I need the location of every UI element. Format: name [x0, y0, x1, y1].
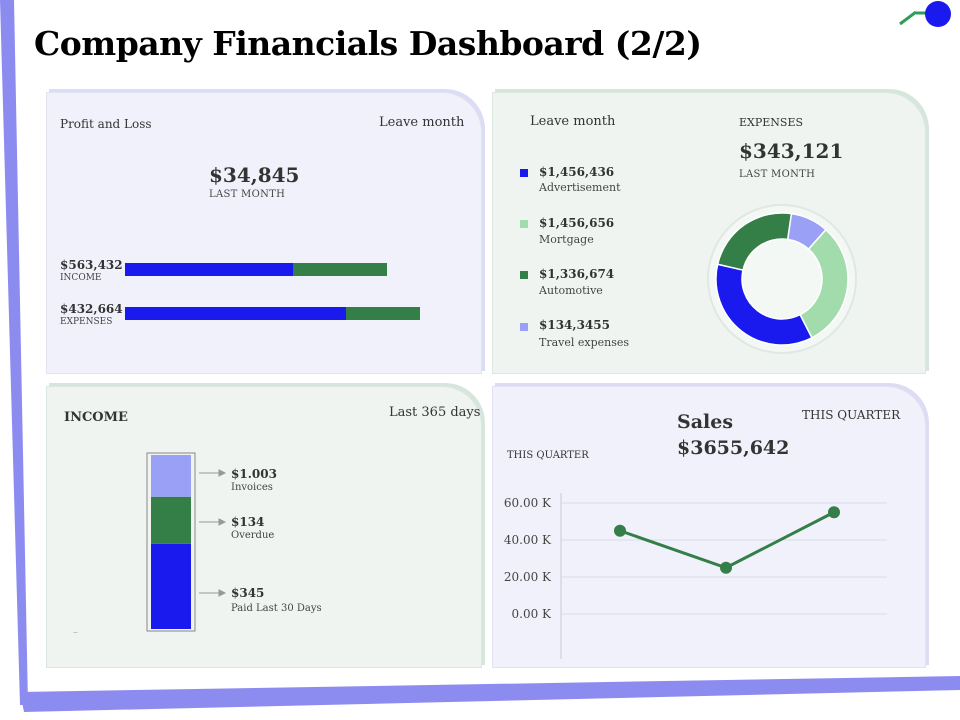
sales-point: [614, 524, 626, 537]
profit-loss-panel: Profit and Loss Leave month $34,845 LAST…: [46, 92, 482, 374]
donut-slice: [715, 263, 813, 346]
income-item-name: Invoices: [231, 482, 273, 493]
y-tick-label: 40.00 K: [504, 533, 552, 547]
expense-value: $134,3455: [539, 318, 610, 332]
sales-point: [720, 561, 732, 574]
income-bar-value: $563,432: [60, 258, 123, 272]
profit-loss-amount-caption: LAST MONTH: [209, 189, 286, 200]
expense-name: Mortgage: [539, 233, 594, 246]
expenses-period: Leave month: [530, 114, 616, 129]
sales-point: [828, 506, 840, 519]
income-bar-green: [293, 263, 387, 276]
sales-label: Sales: [677, 411, 734, 433]
expenses-amount: $343,121: [739, 139, 844, 163]
legend-swatch: [520, 271, 528, 279]
income-item-name: Paid Last 30 Days: [231, 603, 322, 614]
income-bar-blue: [125, 263, 293, 276]
expenses-amount-caption: LAST MONTH: [739, 169, 816, 180]
sales-panel: Sales $3655,642 THIS QUARTER THIS QUARTE…: [492, 386, 926, 668]
sales-period-left: THIS QUARTER: [507, 450, 589, 461]
income-item-value: $1.003: [231, 467, 277, 481]
expenses-panel: Leave month EXPENSES $343,121 LAST MONTH…: [492, 92, 926, 374]
income-item-value: $345: [231, 586, 265, 600]
y-tick-label: 60.00 K: [504, 496, 552, 510]
income-label: INCOME: [64, 410, 128, 425]
income-item-value: $134: [231, 515, 265, 529]
stack-segment: [151, 455, 191, 497]
expense-name: Travel expenses: [539, 336, 630, 349]
sales-amount: $3655,642: [677, 437, 790, 459]
legend-swatch: [520, 220, 528, 228]
expenses-bar-blue: [125, 307, 346, 320]
income-item-name: Overdue: [231, 530, 275, 541]
y-tick-label: 20.00 K: [504, 570, 552, 584]
profit-loss-amount: $34,845: [209, 163, 300, 187]
expense-value: $1,336,674: [539, 267, 615, 281]
expense-name: Advertisement: [539, 181, 621, 194]
income-panel: INCOME Last 365 days $1.003 Invoices $13…: [46, 386, 482, 668]
stack-segment: [151, 496, 191, 544]
frame-left-edge: [0, 0, 28, 705]
donut-slice: [799, 228, 849, 339]
expenses-bar-caption: EXPENSES: [60, 317, 113, 327]
expenses-bar-green: [346, 307, 420, 320]
legend-swatch: [520, 169, 528, 177]
frame-bottom-edge: [20, 676, 960, 712]
income-connectors: [199, 469, 227, 597]
corner-line: [899, 10, 917, 26]
income-period: Last 365 days: [389, 405, 481, 420]
expense-value: $1,456,436: [539, 165, 615, 179]
income-bar-caption: INCOME: [60, 273, 102, 283]
stack-segment: [151, 543, 191, 629]
expenses-bar-value: $432,664: [60, 302, 123, 316]
expense-name: Automotive: [539, 284, 603, 297]
page-title: Company Financials Dashboard (2/2): [34, 24, 702, 63]
expenses-donut-chart: [707, 204, 857, 354]
expenses-label: EXPENSES: [739, 116, 804, 129]
sales-line-chart: 0.00 K 20.00 K 40.00 K 60.00 K: [504, 493, 887, 659]
legend-swatch: [520, 323, 528, 331]
corner-dot: [925, 1, 951, 27]
expense-value: $1,456,656: [539, 216, 615, 230]
profit-loss-label: Profit and Loss: [60, 117, 152, 131]
stack-frame: [146, 452, 196, 632]
y-tick-label: 0.00 K: [512, 607, 553, 621]
sales-period-right: THIS QUARTER: [802, 408, 901, 422]
income-dash: –: [73, 627, 78, 638]
profit-loss-period: Leave month: [379, 115, 465, 130]
income-stacked-bar: [146, 452, 196, 632]
